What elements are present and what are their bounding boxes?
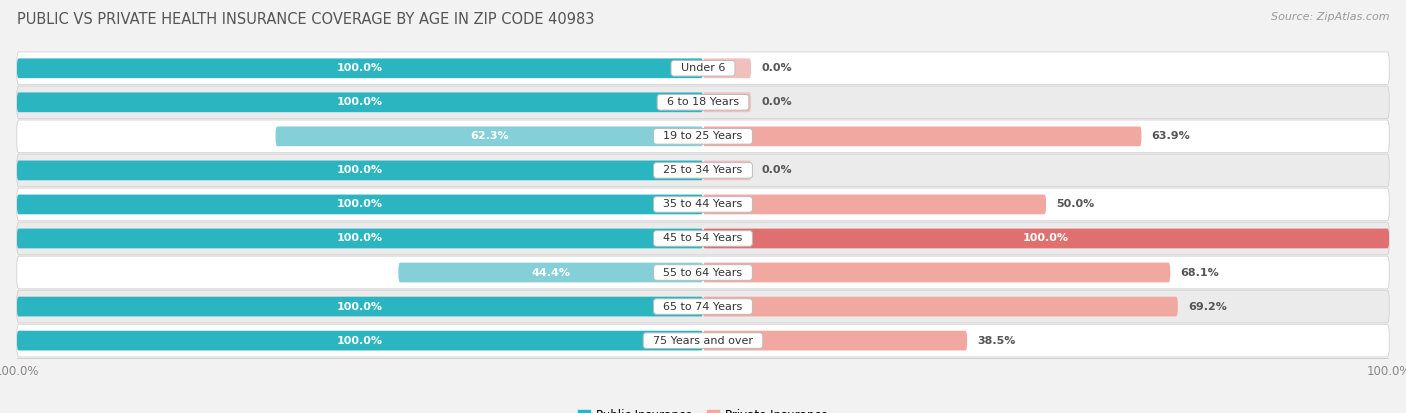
Legend: Public Insurance, Private Insurance: Public Insurance, Private Insurance (578, 408, 828, 413)
Text: PUBLIC VS PRIVATE HEALTH INSURANCE COVERAGE BY AGE IN ZIP CODE 40983: PUBLIC VS PRIVATE HEALTH INSURANCE COVER… (17, 12, 595, 27)
FancyBboxPatch shape (703, 126, 1142, 146)
Text: 100.0%: 100.0% (337, 301, 382, 311)
Text: 100.0%: 100.0% (1024, 233, 1069, 244)
Text: 0.0%: 0.0% (761, 97, 792, 107)
Text: 62.3%: 62.3% (470, 131, 509, 141)
Text: 6 to 18 Years: 6 to 18 Years (659, 97, 747, 107)
Text: Source: ZipAtlas.com: Source: ZipAtlas.com (1271, 12, 1389, 22)
FancyBboxPatch shape (17, 154, 1389, 187)
FancyBboxPatch shape (703, 93, 751, 112)
FancyBboxPatch shape (703, 58, 751, 78)
FancyBboxPatch shape (703, 331, 967, 351)
FancyBboxPatch shape (17, 93, 703, 112)
FancyBboxPatch shape (276, 126, 703, 146)
FancyBboxPatch shape (17, 324, 1389, 357)
FancyBboxPatch shape (703, 263, 1170, 282)
Text: 100.0%: 100.0% (337, 165, 382, 176)
FancyBboxPatch shape (17, 52, 1389, 85)
Text: 100.0%: 100.0% (337, 63, 382, 73)
FancyBboxPatch shape (17, 222, 1389, 255)
FancyBboxPatch shape (703, 195, 1046, 214)
Text: 35 to 44 Years: 35 to 44 Years (657, 199, 749, 209)
FancyBboxPatch shape (17, 229, 703, 248)
Text: 38.5%: 38.5% (977, 336, 1015, 346)
FancyBboxPatch shape (17, 86, 1389, 119)
FancyBboxPatch shape (17, 331, 703, 351)
FancyBboxPatch shape (703, 297, 1178, 316)
FancyBboxPatch shape (703, 161, 751, 180)
Text: 44.4%: 44.4% (531, 268, 571, 278)
Text: 100.0%: 100.0% (337, 233, 382, 244)
Text: Under 6: Under 6 (673, 63, 733, 73)
FancyBboxPatch shape (398, 263, 703, 282)
Text: 100.0%: 100.0% (337, 97, 382, 107)
FancyBboxPatch shape (17, 120, 1389, 153)
FancyBboxPatch shape (17, 161, 703, 180)
Text: 55 to 64 Years: 55 to 64 Years (657, 268, 749, 278)
Text: 75 Years and over: 75 Years and over (645, 336, 761, 346)
Text: 68.1%: 68.1% (1181, 268, 1219, 278)
FancyBboxPatch shape (17, 290, 1389, 323)
Text: 100.0%: 100.0% (337, 199, 382, 209)
FancyBboxPatch shape (17, 297, 703, 316)
FancyBboxPatch shape (17, 256, 1389, 289)
Text: 0.0%: 0.0% (761, 63, 792, 73)
Text: 100.0%: 100.0% (337, 336, 382, 346)
FancyBboxPatch shape (703, 229, 1389, 248)
Text: 50.0%: 50.0% (1056, 199, 1095, 209)
FancyBboxPatch shape (17, 188, 1389, 221)
Text: 69.2%: 69.2% (1188, 301, 1227, 311)
FancyBboxPatch shape (17, 195, 703, 214)
Text: 19 to 25 Years: 19 to 25 Years (657, 131, 749, 141)
Text: 45 to 54 Years: 45 to 54 Years (657, 233, 749, 244)
Text: 65 to 74 Years: 65 to 74 Years (657, 301, 749, 311)
FancyBboxPatch shape (17, 58, 703, 78)
Text: 25 to 34 Years: 25 to 34 Years (657, 165, 749, 176)
Text: 0.0%: 0.0% (761, 165, 792, 176)
Text: 63.9%: 63.9% (1152, 131, 1191, 141)
